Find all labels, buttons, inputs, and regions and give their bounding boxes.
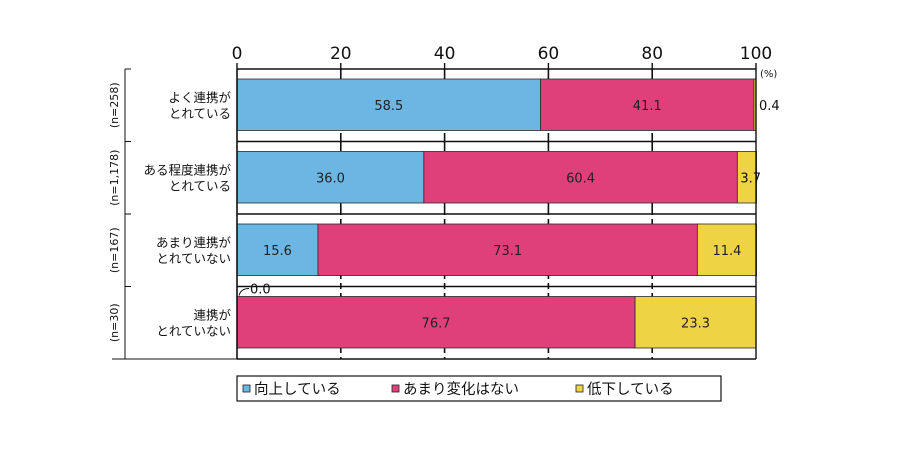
data-label: 3.7 bbox=[740, 171, 761, 186]
zero-callout-line bbox=[238, 288, 250, 296]
data-label: 11.4 bbox=[712, 244, 741, 259]
data-labels: 58.5 41.1 0.4 36.0 60.4 3.7 15.6 73.1 11.4 0.0 76.… bbox=[238, 99, 780, 331]
legend-swatch bbox=[242, 384, 251, 393]
data-label: 0.4 bbox=[759, 99, 780, 114]
sample-size-label: (n=167) bbox=[108, 227, 121, 273]
x-tick-label: 60 bbox=[538, 44, 560, 64]
category-labels: よく連携がとれている(n=258)ある程度連携がとれている(n=1,178)あま… bbox=[108, 82, 231, 342]
sample-size-label: (n=1,178) bbox=[108, 150, 121, 206]
x-tick-label: 0 bbox=[232, 44, 243, 64]
legend-box bbox=[236, 375, 722, 402]
x-tick-label: 20 bbox=[330, 44, 352, 64]
x-tick-label: 80 bbox=[641, 44, 663, 64]
legend-label: あまり変化はない bbox=[403, 381, 519, 398]
unit-label: (%) bbox=[760, 69, 777, 80]
legend-swatch bbox=[391, 384, 400, 393]
x-tick-label: 40 bbox=[434, 44, 456, 64]
tick-labels: 0 20 40 60 80 100 bbox=[232, 44, 773, 64]
category-label: とれている bbox=[169, 178, 231, 193]
bar-segment bbox=[236, 78, 542, 131]
category-label: とれていない bbox=[156, 251, 231, 266]
bars-group bbox=[236, 78, 757, 349]
category-label: とれている bbox=[169, 106, 231, 121]
data-label: 41.1 bbox=[633, 99, 662, 114]
legend-label: 向上している bbox=[254, 381, 341, 398]
data-label: 15.6 bbox=[263, 244, 292, 259]
legend-swatch bbox=[575, 384, 584, 393]
data-label: 23.3 bbox=[681, 316, 710, 331]
bar-segment bbox=[236, 296, 636, 349]
data-label: 36.0 bbox=[316, 171, 345, 186]
data-label: 60.4 bbox=[566, 171, 595, 186]
legend: 向上している あまり変化はない 低下している bbox=[236, 375, 722, 402]
data-label: 58.5 bbox=[374, 99, 403, 114]
x-tick-label: 100 bbox=[740, 44, 772, 64]
bar-segment bbox=[317, 223, 698, 276]
category-label: あまり連携が bbox=[156, 235, 232, 250]
data-label: 76.7 bbox=[422, 316, 451, 331]
legend-label: 低下している bbox=[587, 381, 674, 398]
data-label: 73.1 bbox=[493, 244, 522, 259]
bar-segment bbox=[423, 151, 738, 204]
category-label: ある程度連携が bbox=[143, 162, 231, 177]
data-label: 0.0 bbox=[250, 283, 271, 298]
axes-group bbox=[112, 63, 757, 360]
sample-size-label: (n=258) bbox=[108, 82, 121, 128]
bar-segment bbox=[540, 78, 755, 131]
sample-size-label: (n=30) bbox=[108, 303, 121, 342]
bar-segment bbox=[236, 223, 319, 276]
category-label: よく連携が bbox=[168, 90, 231, 105]
bar-segment bbox=[696, 223, 757, 276]
category-label: とれていない bbox=[156, 323, 231, 338]
category-label: 連携が bbox=[193, 307, 231, 322]
